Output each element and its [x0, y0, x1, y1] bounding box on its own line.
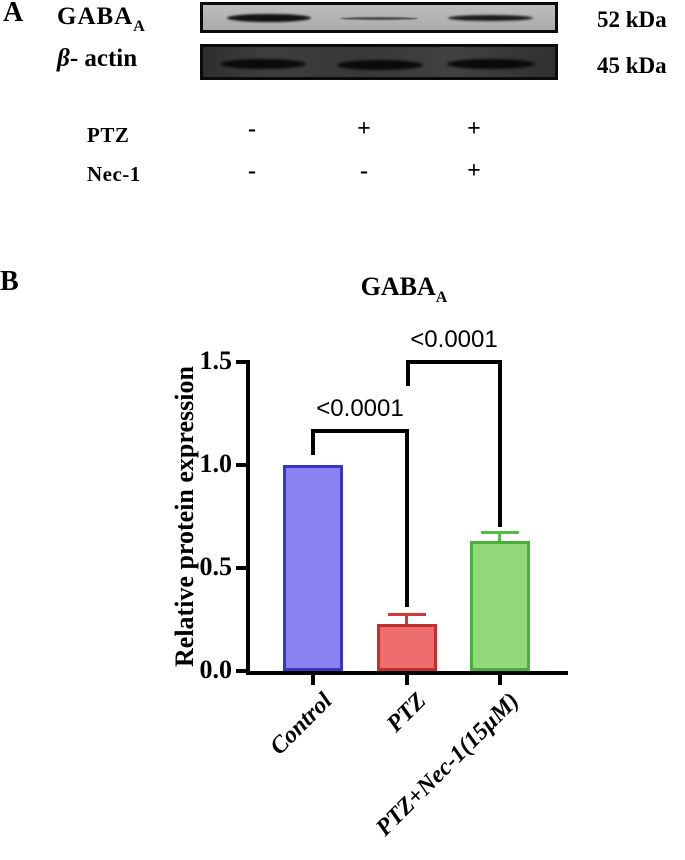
ptz-symbol-lane3: + — [467, 116, 481, 142]
x-tick-label: PTZ — [381, 688, 432, 738]
x-tick — [311, 675, 315, 685]
y-tick — [236, 360, 246, 364]
chart-title: GABAA — [304, 272, 504, 306]
gaba-band-lane3 — [448, 15, 533, 21]
nec1-symbol-lane2: - — [360, 158, 368, 184]
sig-bracket-bar — [311, 429, 409, 433]
y-tick-label: 0.0 — [199, 655, 233, 684]
gaba-row-label: GABAA — [57, 3, 146, 35]
gaba-band-lane1 — [227, 14, 311, 22]
y-tick-label: 0.5 — [199, 552, 233, 581]
y-tick — [236, 463, 246, 467]
x-tick — [498, 675, 502, 685]
sig-bracket-right-leg — [405, 429, 409, 607]
sig-bracket-right-leg — [498, 360, 502, 527]
sig-p-value: <0.0001 — [316, 395, 404, 422]
bar-ptz-nec-1-15-m- — [470, 541, 530, 671]
chart-title-sub: A — [435, 289, 448, 306]
sig-bracket-left-leg — [406, 360, 410, 386]
error-bar-cap — [388, 613, 426, 616]
bar-ptz — [377, 624, 437, 671]
gaba-blot-strip — [200, 2, 558, 33]
panel-b-label: B — [0, 266, 19, 297]
marker-45kda: 45 kDa — [597, 53, 667, 78]
panel-a-label: A — [3, 0, 24, 28]
ptz-symbol-lane1: - — [248, 116, 256, 142]
actin-blot-strip — [200, 44, 558, 80]
y-tick — [236, 566, 246, 570]
gaba-row-label-main: GABA — [57, 3, 134, 30]
y-axis-line — [246, 360, 250, 675]
beta-actin-row-label: β- actin — [57, 45, 137, 73]
actin-band-lane2 — [337, 60, 423, 70]
gaba-band-lane2 — [340, 17, 418, 20]
sig-p-value: <0.0001 — [410, 326, 498, 353]
x-tick — [405, 675, 409, 685]
error-bar-whisker — [405, 616, 408, 624]
marker-52kda: 52 kDa — [597, 7, 667, 32]
error-bar-whisker — [498, 534, 501, 541]
actin-band-lane1 — [220, 59, 306, 69]
sig-bracket-left-leg — [311, 429, 315, 455]
error-bar-cap — [481, 531, 519, 534]
sig-bracket-bar — [406, 360, 502, 364]
beta-symbol: β — [57, 45, 70, 72]
bar-control — [283, 465, 343, 671]
gaba-row-label-sub: A — [133, 18, 146, 35]
ptz-condition-label: PTZ — [87, 123, 130, 147]
beta-actin-rest: - actin — [69, 45, 138, 72]
y-tick — [236, 669, 246, 673]
x-tick-label: Control — [265, 688, 338, 761]
x-axis-line — [246, 671, 568, 675]
ptz-symbol-lane2: + — [357, 116, 371, 142]
y-tick-label: 1.5 — [199, 346, 233, 375]
nec1-symbol-lane1: - — [248, 158, 256, 184]
nec1-condition-label: Nec-1 — [87, 162, 141, 186]
actin-band-lane3 — [447, 59, 535, 69]
y-tick-label: 1.0 — [199, 449, 233, 478]
chart-title-main: GABA — [360, 272, 436, 301]
nec1-symbol-lane3: + — [467, 158, 481, 184]
